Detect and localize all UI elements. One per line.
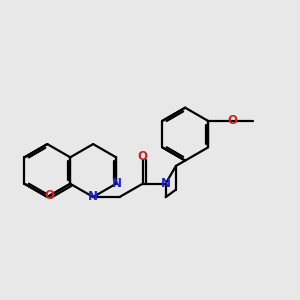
Text: O: O — [45, 189, 55, 202]
Text: N: N — [161, 177, 171, 190]
Text: N: N — [112, 177, 122, 190]
Text: N: N — [88, 190, 98, 203]
Text: O: O — [138, 150, 148, 163]
Text: O: O — [227, 114, 237, 128]
